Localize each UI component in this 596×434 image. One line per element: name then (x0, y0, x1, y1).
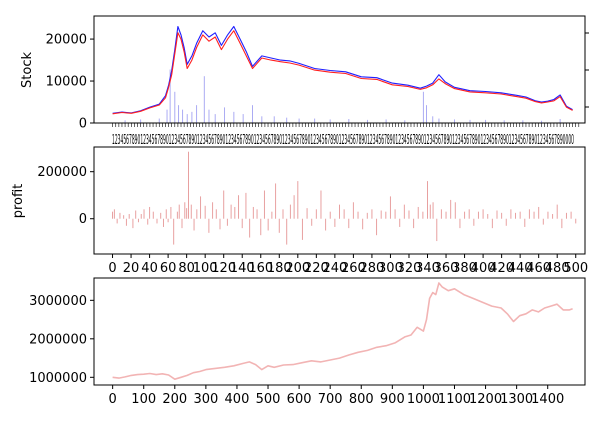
stock-volume-bars (124, 69, 561, 123)
stock-series-close-up (112, 25, 573, 114)
x-tick-label: 80 (178, 261, 195, 276)
x-tick-label: 220 (304, 261, 329, 276)
x-tick-label: 480 (545, 261, 570, 276)
x-tick-label: 1000 (407, 392, 440, 407)
portfolio-plot-frame (93, 277, 586, 386)
x-tick-label: 280 (360, 261, 385, 276)
x-tick-label: 1400 (531, 392, 564, 407)
stock-series-close-down (112, 30, 573, 115)
stock-chart: 0 10000 20000 1234567890123456789012345678… (20, 15, 589, 148)
x-tick-label: 180 (267, 261, 292, 276)
x-tick-label: 600 (287, 392, 312, 407)
x-tick-label: 420 (489, 261, 514, 276)
x-tick-label: 300 (378, 261, 403, 276)
profit-chart: 0 200000 0 20 40 60 8010012014016018020022024… (11, 146, 588, 276)
x-tick-label: 440 (508, 261, 533, 276)
x-tick-label: 360 (434, 261, 459, 276)
profit-plot-frame (93, 146, 586, 255)
x-tick-label: 0 (109, 392, 117, 407)
x-tick-label: 20 (123, 261, 140, 276)
profit-x-ticks: 0 20 40 60 801001201401601802002202402602803… (108, 254, 588, 276)
x-tick-label: 40 (141, 261, 158, 276)
stock-series (112, 25, 573, 115)
portfolio-x-ticks: 0 100 200 300 400 500 600 700 800 900 100011001200… (109, 385, 564, 407)
x-tick-label: 100 (131, 392, 156, 407)
y-tick-label: 10000 (46, 75, 87, 90)
x-tick-label: 500 (563, 261, 588, 276)
x-tick-label: 320 (397, 261, 422, 276)
portfolio-series (112, 282, 573, 381)
portfolio-line (112, 282, 573, 381)
x-tick-label: 300 (193, 392, 218, 407)
x-tick-label: 400 (225, 392, 250, 407)
x-tick-label: 400 (471, 261, 496, 276)
x-tick-label: 460 (526, 261, 551, 276)
profit-ylabel: profit (11, 184, 26, 219)
y-tick-label: 0 (79, 117, 87, 132)
x-tick-label: 800 (349, 392, 374, 407)
x-tick-label: 240 (322, 261, 347, 276)
y-tick-label: 0 (79, 212, 87, 227)
x-tick-label: 160 (248, 261, 273, 276)
x-tick-label: 140 (230, 261, 255, 276)
stock-x-ticks (112, 123, 580, 127)
x-tick-label: 500 (256, 392, 281, 407)
y-tick-label: 2000000 (29, 332, 87, 347)
x-tick-label: 260 (341, 261, 366, 276)
stock-ylabel: Stock (20, 52, 35, 88)
x-tick-label: 100 (193, 261, 218, 276)
x-tick-label: 900 (380, 392, 405, 407)
y-tick-label: 3000000 (29, 294, 87, 309)
y-tick-label: 1000000 (29, 371, 87, 386)
stock-secondary-ticks (585, 32, 589, 108)
x-tick-label: 200 (285, 261, 310, 276)
x-tick-label: 120 (211, 261, 236, 276)
x-tick-label: 0 (108, 261, 116, 276)
portfolio-y-ticks: 1000000 2000000 3000000 (29, 294, 94, 386)
x-tick-label: 700 (318, 392, 343, 407)
x-tick-label: 380 (452, 261, 477, 276)
x-tick-label: 200 (162, 392, 187, 407)
y-tick-label: 200000 (37, 165, 87, 180)
profit-bars (112, 151, 577, 245)
stock-y-ticks: 0 10000 20000 (46, 33, 94, 132)
x-tick-label: 1200 (469, 392, 502, 407)
stock-x-tick-text: 1234567890123456789012345678901234567890… (112, 133, 574, 148)
x-tick-label: 1300 (500, 392, 533, 407)
x-tick-label: 340 (415, 261, 440, 276)
x-tick-label: 1100 (438, 392, 471, 407)
profit-y-ticks: 0 200000 (37, 165, 94, 227)
x-tick-label: 60 (160, 261, 177, 276)
portfolio-chart: 1000000 2000000 3000000 0 100 200 300 400 500 60… (29, 277, 586, 407)
y-tick-label: 20000 (46, 33, 87, 48)
